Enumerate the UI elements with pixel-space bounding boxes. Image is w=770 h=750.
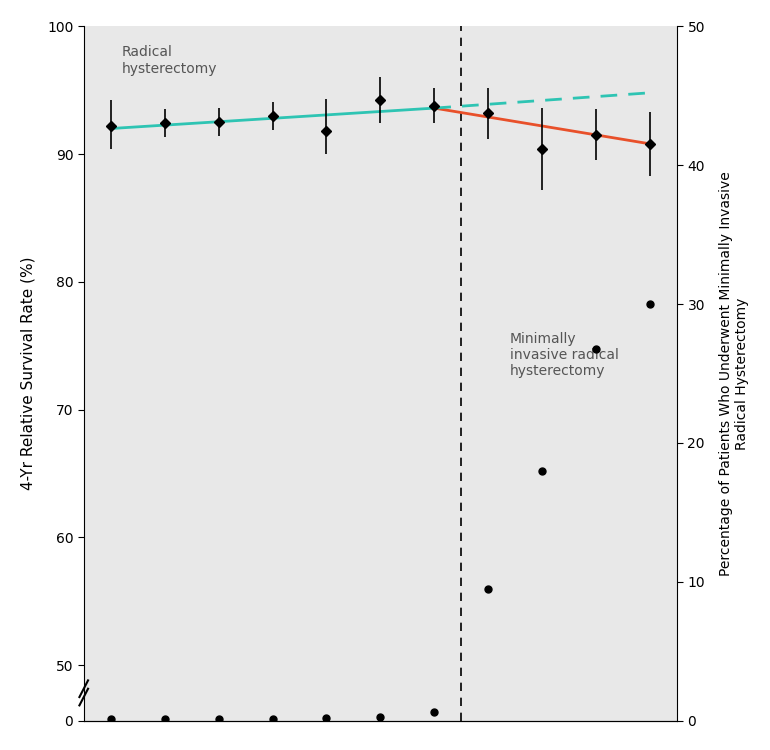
Text: Radical
hysterectomy: Radical hysterectomy — [122, 46, 217, 76]
Y-axis label: Percentage of Patients Who Underwent Minimally Invasive
Radical Hysterectomy: Percentage of Patients Who Underwent Min… — [719, 171, 749, 576]
Y-axis label: 4-Yr Relative Survival Rate (%): 4-Yr Relative Survival Rate (%) — [21, 256, 36, 490]
Text: Minimally
invasive radical
hysterectomy: Minimally invasive radical hysterectomy — [510, 332, 619, 378]
